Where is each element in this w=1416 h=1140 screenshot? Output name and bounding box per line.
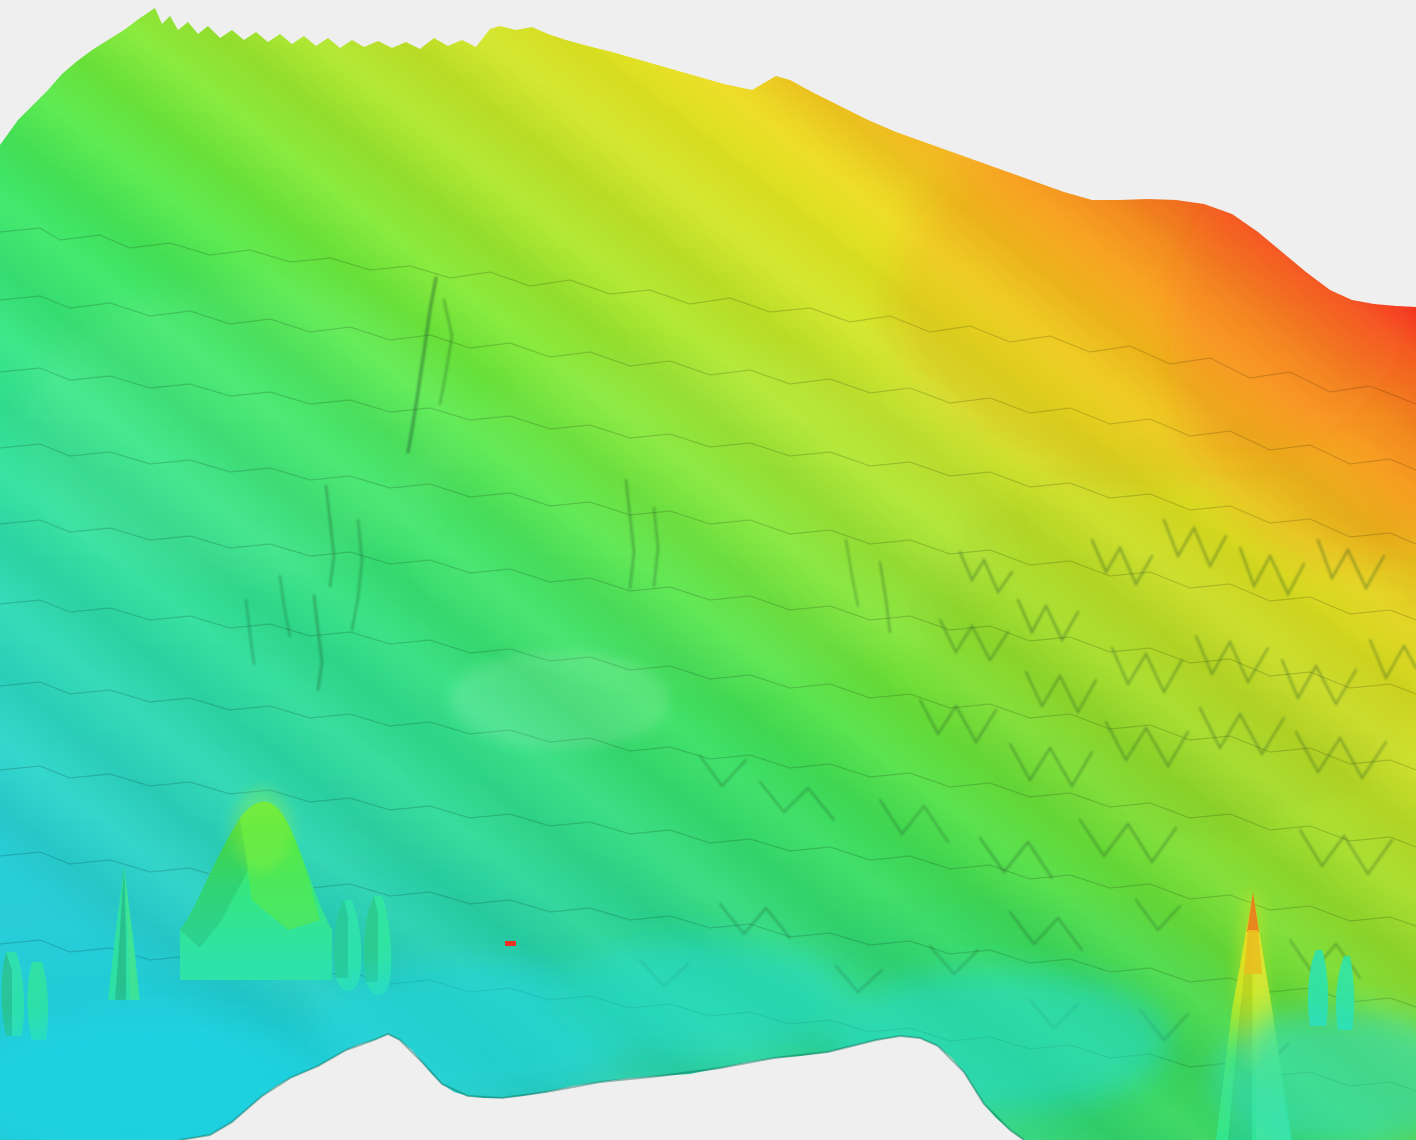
- twin-fin-left: [334, 900, 362, 992]
- lower-edge-outline: [179, 1032, 1025, 1140]
- thin-blade-spike: [108, 866, 140, 1000]
- left-bank-fins: [1, 952, 49, 1040]
- rounded-peak: [180, 801, 332, 980]
- twin-fin-right: [364, 896, 392, 996]
